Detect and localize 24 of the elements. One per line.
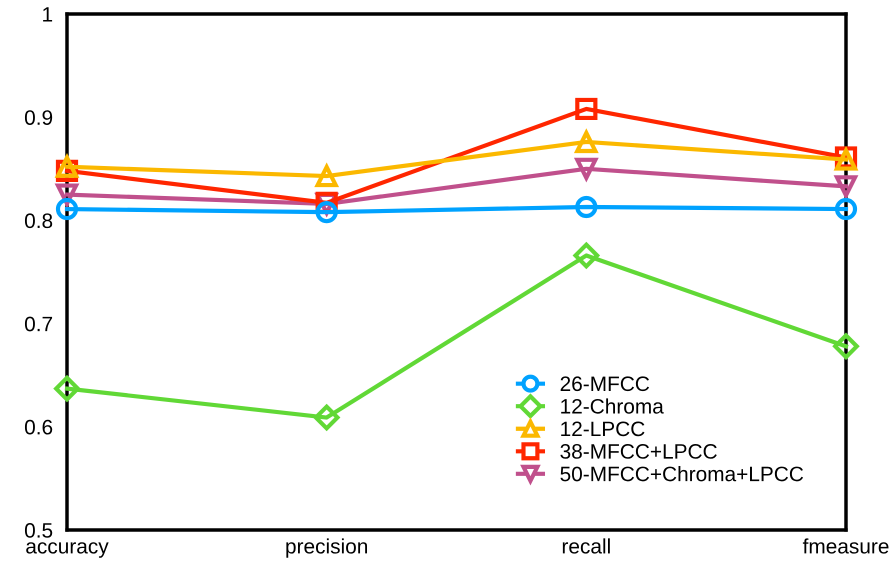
- point: [575, 196, 598, 218]
- point: [316, 201, 338, 224]
- legend-label: 12-Chroma: [561, 398, 664, 414]
- legend-label: 38-MFCC+LPCC: [560, 444, 717, 459]
- y-tick-label: 0.7: [24, 316, 52, 332]
- point: [833, 333, 859, 360]
- x-tick-label: recall: [562, 538, 610, 554]
- y-tick-label: 0.9: [24, 110, 52, 125]
- x-tick-label: precision: [286, 538, 368, 558]
- y-tick-label: 0.6: [24, 420, 52, 435]
- x-tick-label: accuracy: [26, 542, 109, 558]
- y-tick-label: 1: [43, 7, 52, 22]
- point: [573, 242, 600, 268]
- point: [56, 198, 78, 220]
- legend-label: 12-LPCC: [561, 421, 644, 436]
- legend-label: 26-MFCC: [560, 376, 650, 392]
- x-tick-label: fmeasure: [802, 538, 888, 554]
- y-tick-label: 0.8: [24, 213, 52, 228]
- point: [54, 376, 80, 402]
- legend-label: 50-MFCC+Chroma+LPCC: [560, 466, 804, 482]
- y-tick-label: 0.5: [24, 523, 52, 538]
- point: [834, 198, 858, 220]
- point: [314, 404, 340, 430]
- point: [575, 98, 598, 120]
